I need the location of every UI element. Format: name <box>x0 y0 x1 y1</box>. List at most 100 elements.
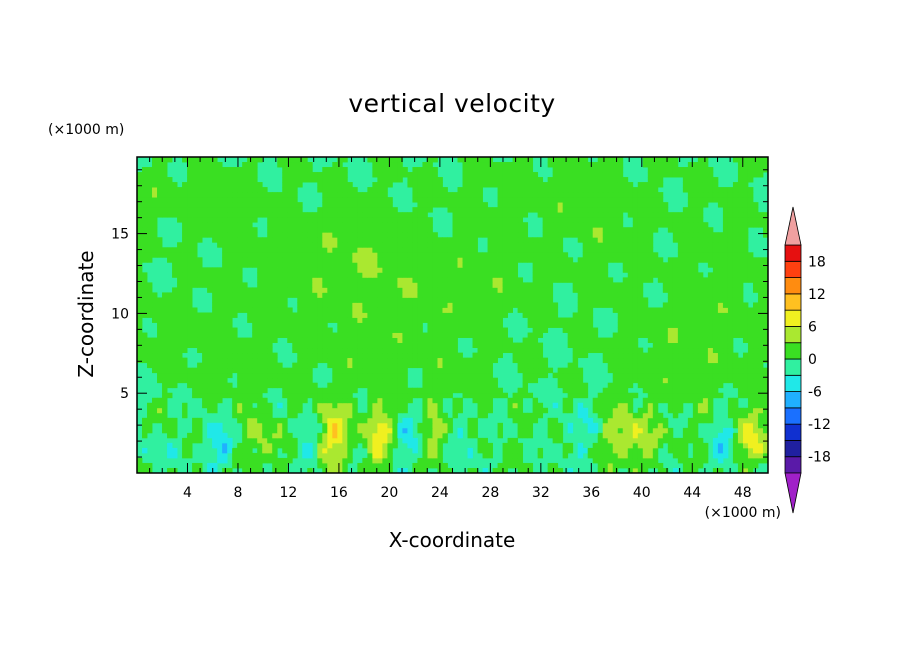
heatmap-cell <box>457 237 463 243</box>
heatmap-cell <box>707 357 714 364</box>
heatmap-cell <box>342 352 348 359</box>
heatmap-cell <box>677 257 684 263</box>
heatmap-cell <box>517 392 524 399</box>
heatmap-cell <box>317 347 323 354</box>
heatmap-cell <box>162 387 168 394</box>
heatmap-cell <box>352 397 358 404</box>
heatmap-cell <box>312 257 318 263</box>
heatmap-cell <box>582 227 589 233</box>
heatmap-cell <box>422 222 428 228</box>
heatmap-cell <box>457 272 463 278</box>
heatmap-cell <box>442 357 448 364</box>
heatmap-cell <box>397 237 403 243</box>
heatmap-cell <box>137 222 143 228</box>
heatmap-cell <box>402 397 408 404</box>
heatmap-cell <box>432 332 438 338</box>
heatmap-cell <box>392 367 398 374</box>
heatmap-cell <box>442 337 448 343</box>
heatmap-cell <box>682 257 689 263</box>
heatmap-cell <box>367 322 373 328</box>
heatmap-cell <box>732 242 739 248</box>
heatmap-cell <box>347 432 353 439</box>
heatmap-cell <box>397 277 403 283</box>
heatmap-cell <box>337 427 343 434</box>
heatmap-cell <box>442 297 448 303</box>
heatmap-cell <box>552 427 559 434</box>
heatmap-cell <box>692 362 699 369</box>
heatmap-cell <box>647 307 654 313</box>
heatmap-cell <box>582 342 589 349</box>
heatmap-cell <box>682 387 689 394</box>
heatmap-cell <box>352 272 358 278</box>
heatmap-cell <box>227 352 233 359</box>
heatmap-cell <box>682 377 689 384</box>
heatmap-cell <box>382 357 388 364</box>
heatmap-cell <box>422 432 428 439</box>
heatmap-cell <box>307 292 313 298</box>
heatmap-cell <box>197 387 203 394</box>
heatmap-cell <box>317 437 323 444</box>
heatmap-cell <box>592 277 599 283</box>
heatmap-cell <box>272 422 278 429</box>
heatmap-cell <box>167 427 173 434</box>
heatmap-cell <box>682 247 689 253</box>
heatmap-cell <box>417 422 423 429</box>
heatmap-cell <box>522 307 529 313</box>
heatmap-cell <box>737 312 744 318</box>
heatmap-cell <box>512 437 519 444</box>
heatmap-cell <box>387 257 393 263</box>
heatmap-cell <box>722 367 729 374</box>
heatmap-cell <box>537 277 544 283</box>
heatmap-cell <box>327 402 333 409</box>
heatmap-cell <box>602 217 609 223</box>
heatmap-cell <box>447 352 453 359</box>
heatmap-cell <box>432 262 438 268</box>
heatmap-cell <box>737 222 744 228</box>
heatmap-cell <box>192 242 198 248</box>
heatmap-cell <box>737 452 744 459</box>
heatmap-cell <box>142 422 148 429</box>
heatmap-cell <box>672 297 679 303</box>
heatmap-cell <box>497 242 503 248</box>
heatmap-cell <box>557 432 564 439</box>
heatmap-cell <box>507 257 513 263</box>
heatmap-cell <box>637 467 644 474</box>
heatmap-cell <box>412 327 418 333</box>
heatmap-cell <box>347 457 353 464</box>
heatmap-cell <box>257 337 263 343</box>
heatmap-cell <box>222 302 228 308</box>
heatmap-cell <box>492 287 498 293</box>
heatmap-cell <box>717 267 724 273</box>
heatmap-cell <box>392 347 398 354</box>
heatmap-cell <box>652 262 659 268</box>
heatmap-cell <box>477 402 483 409</box>
heatmap-cell <box>147 287 153 293</box>
heatmap-cell <box>447 332 453 338</box>
heatmap-cell <box>687 237 694 243</box>
heatmap-cell <box>747 402 754 409</box>
heatmap-cell <box>537 347 544 354</box>
heatmap-cell <box>732 362 739 369</box>
heatmap-cell <box>207 367 213 374</box>
heatmap-cell <box>437 292 443 298</box>
heatmap-cell <box>182 232 188 238</box>
heatmap-cell <box>222 257 228 263</box>
heatmap-cell <box>272 292 278 298</box>
heatmap-cell <box>722 252 729 258</box>
heatmap-cell <box>657 272 664 278</box>
heatmap-cell <box>592 457 599 464</box>
heatmap-cell <box>427 437 433 444</box>
heatmap-cell <box>692 437 699 444</box>
heatmap-cell <box>322 332 328 338</box>
heatmap-cell <box>632 427 639 434</box>
heatmap-cell <box>382 462 388 469</box>
heatmap-cell <box>642 407 649 414</box>
heatmap-cell <box>282 297 288 303</box>
heatmap-cell <box>332 287 338 293</box>
heatmap-cell <box>657 342 664 349</box>
heatmap-cell <box>142 357 148 364</box>
heatmap-cell <box>662 277 669 283</box>
heatmap-cell <box>392 242 398 248</box>
heatmap-cell <box>382 362 388 369</box>
heatmap-cell <box>727 232 734 238</box>
